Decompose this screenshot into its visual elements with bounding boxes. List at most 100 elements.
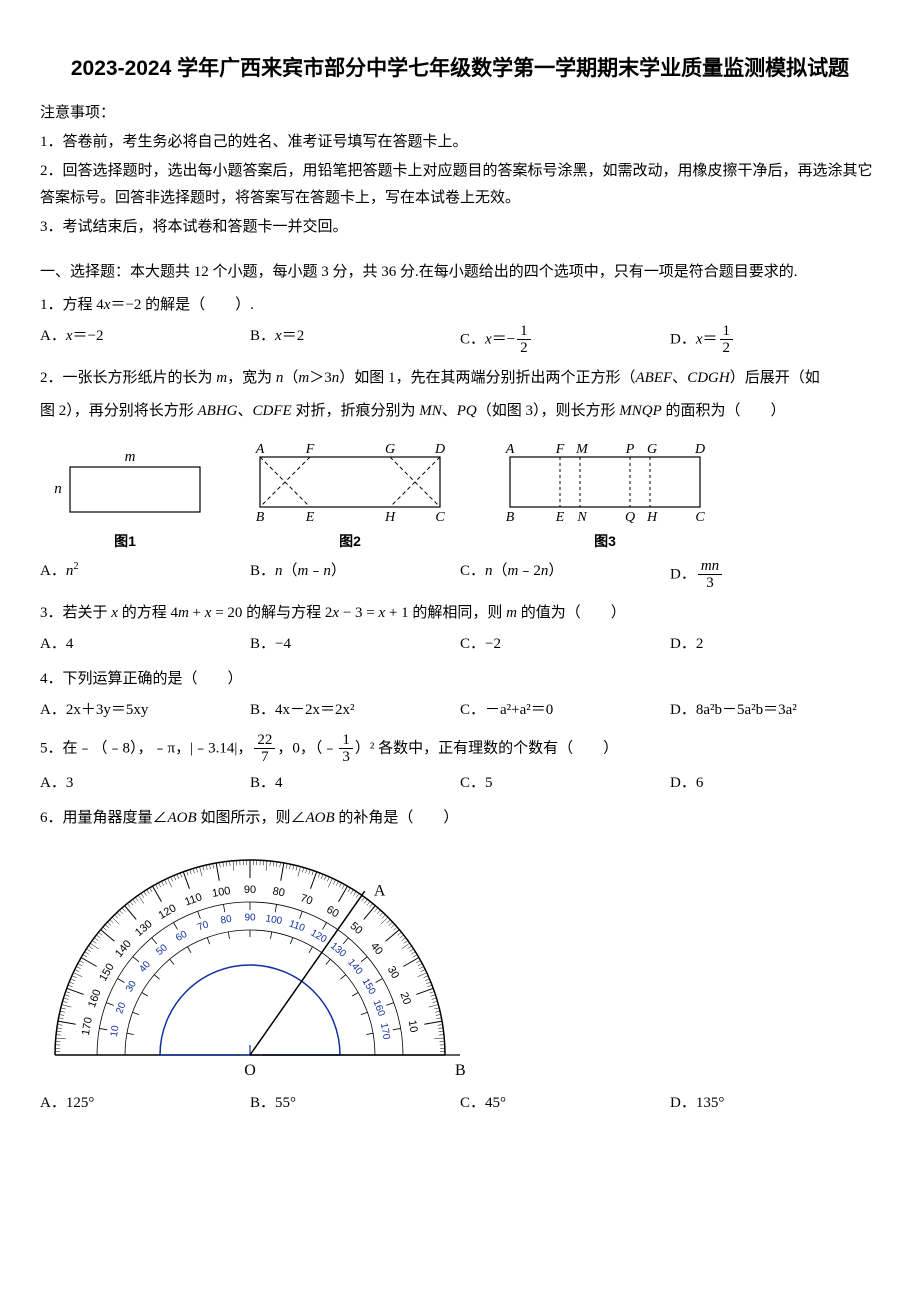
notice-heading: 注意事项：: [40, 100, 880, 127]
q2c-mid: ﹣2: [518, 563, 541, 579]
svg-text:150: 150: [360, 977, 378, 997]
svg-text:60: 60: [174, 929, 190, 944]
q2a-sup: 2: [73, 561, 78, 572]
q3-options: A．4 B．−4 C．−2 D．2: [40, 631, 880, 658]
svg-text:120: 120: [308, 928, 328, 946]
q2d-num: mn: [698, 558, 722, 576]
svg-text:E: E: [555, 510, 565, 525]
svg-text:130: 130: [133, 918, 155, 939]
q1b-pre: B．: [250, 328, 275, 344]
q2b-t5: （如图 3），则长方形: [477, 403, 620, 419]
q2b-i1: ABHG: [198, 403, 238, 419]
q2b-i5: MNQP: [619, 403, 662, 419]
q2-t4: ＞3: [309, 370, 332, 386]
q1-opt-b: B．x＝2: [250, 323, 460, 357]
q2b-n2: n: [323, 563, 331, 579]
svg-text:O: O: [244, 1062, 256, 1079]
svg-text:G: G: [647, 442, 657, 457]
q2b-i4: PQ: [457, 403, 477, 419]
q2-opt-c: C．n（m﹣2n）: [460, 558, 670, 592]
q2-opt-a: A．n2: [40, 558, 250, 592]
fig2-caption: 图2: [240, 529, 460, 554]
q2-opt-d: D．mn3: [670, 558, 880, 592]
q2b-t1: 图 2），再分别将长方形: [40, 403, 198, 419]
figure-row: m n 图1 A F G D B E H C 图2 A: [40, 437, 880, 554]
q1-text-b: ＝−2 的解是（ ）.: [110, 297, 253, 313]
q1a-pre: A．: [40, 328, 66, 344]
svg-text:50: 50: [154, 942, 170, 958]
q3-opt-b: B．−4: [250, 631, 460, 658]
q3-opt-d: D．2: [670, 631, 880, 658]
svg-text:70: 70: [299, 892, 315, 907]
question-5: 5．在﹣（﹣8），﹣π，|﹣3.14|，227，0，（﹣13）² 各数中，正有理…: [40, 732, 880, 766]
svg-text:B: B: [455, 1062, 466, 1079]
svg-text:A: A: [374, 882, 386, 899]
q5-f1n: 22: [254, 732, 275, 750]
q2d-pre: D．: [670, 566, 696, 582]
svg-text:90: 90: [244, 884, 256, 896]
svg-text:160: 160: [86, 988, 104, 1009]
q2-opt-b: B．n（m﹣n）: [250, 558, 460, 592]
fig3-caption: 图3: [490, 529, 720, 554]
svg-text:140: 140: [113, 938, 134, 960]
q1c-pre: C．: [460, 331, 485, 347]
q2b-mid: ﹣: [308, 563, 323, 579]
q1d-x: x: [696, 331, 703, 347]
q5-opt-d: D．6: [670, 770, 880, 797]
section-1-heading: 一、选择题：本大题共 12 个小题，每小题 3 分，共 36 分.在每小题给出的…: [40, 259, 880, 286]
q4-opt-c: C．－a²+a²＝0: [460, 697, 670, 724]
svg-text:170: 170: [378, 1022, 392, 1041]
q1-opt-d: D．x＝12: [670, 323, 880, 357]
svg-text:Q: Q: [625, 510, 635, 525]
q2c-p1: （: [493, 563, 508, 579]
svg-text:20: 20: [114, 1001, 128, 1016]
svg-text:H: H: [384, 510, 396, 525]
svg-text:C: C: [435, 510, 445, 525]
svg-text:G: G: [385, 442, 395, 457]
question-2b: 图 2），再分别将长方形 ABHG、CDFE 对折，折痕分别为 MN、PQ（如图…: [40, 398, 880, 425]
q6-opt-d: D．135°: [670, 1090, 880, 1117]
svg-text:90: 90: [244, 913, 256, 924]
q1-opt-c: C．x＝−12: [460, 323, 670, 357]
q1c-frac: 12: [517, 323, 531, 357]
q5-f2d: 3: [339, 749, 353, 766]
fig1-caption: 图1: [40, 529, 210, 554]
q6-opt-a: A．125°: [40, 1090, 250, 1117]
svg-text:H: H: [646, 510, 658, 525]
svg-text:30: 30: [124, 979, 139, 995]
q1a-x: x: [66, 328, 73, 344]
svg-text:E: E: [305, 510, 315, 525]
q1d-frac: 12: [720, 323, 734, 357]
q2-t5: ）如图 1，先在其两端分别折出两个正方形（: [339, 370, 635, 386]
svg-text:D: D: [434, 442, 445, 457]
q1d-pre: D．: [670, 331, 696, 347]
svg-text:140: 140: [345, 957, 364, 977]
protractor-svg: 1017020160301504014050130601207011080100…: [40, 850, 470, 1080]
svg-text:130: 130: [328, 941, 348, 960]
q2c-n: n: [485, 563, 493, 579]
svg-text:m: m: [125, 449, 136, 465]
svg-text:50: 50: [348, 920, 365, 937]
q2-t3: （: [283, 370, 298, 386]
svg-text:n: n: [54, 481, 62, 497]
q2-i1: ABEF: [636, 370, 673, 386]
q2b-p1: （: [283, 563, 298, 579]
q2-t1: 2．一张长方形纸片的长为: [40, 370, 216, 386]
q2b-i3: MN: [419, 403, 442, 419]
q1b-x: x: [275, 328, 282, 344]
q2-t6: 、: [672, 370, 687, 386]
q2-m1: m: [216, 370, 227, 386]
svg-text:20: 20: [397, 991, 412, 1007]
q4-options: A．2x＋3y＝5xy B．4x－2x＝2x² C．－a²+a²＝0 D．8a²…: [40, 697, 880, 724]
fig2-svg: A F G D B E H C: [240, 437, 460, 527]
question-4: 4．下列运算正确的是（ ）: [40, 666, 880, 693]
svg-text:N: N: [576, 510, 587, 525]
q5-opt-c: C．5: [460, 770, 670, 797]
q5-mid: ，0，（﹣: [277, 740, 337, 756]
q5-f2n: 1: [339, 732, 353, 750]
question-6: 6．用量角器度量∠AOB 如图所示，则∠AOB 的补角是（ ）: [40, 805, 880, 832]
q1c-eq: ＝−: [492, 331, 515, 347]
q5-frac2: 13: [339, 732, 353, 766]
q2a-pre: A．: [40, 563, 66, 579]
q6-opt-c: C．45°: [460, 1090, 670, 1117]
